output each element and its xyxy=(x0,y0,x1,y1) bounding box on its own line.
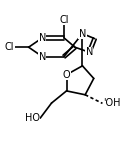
Text: N: N xyxy=(79,29,86,39)
Text: Cl: Cl xyxy=(59,15,69,25)
Text: 'OH: 'OH xyxy=(103,98,121,108)
Text: O: O xyxy=(63,70,70,80)
Text: N: N xyxy=(39,52,46,61)
Text: N: N xyxy=(39,33,46,43)
Text: HO: HO xyxy=(24,113,39,123)
Text: Cl: Cl xyxy=(5,42,14,52)
Text: N: N xyxy=(86,47,93,57)
